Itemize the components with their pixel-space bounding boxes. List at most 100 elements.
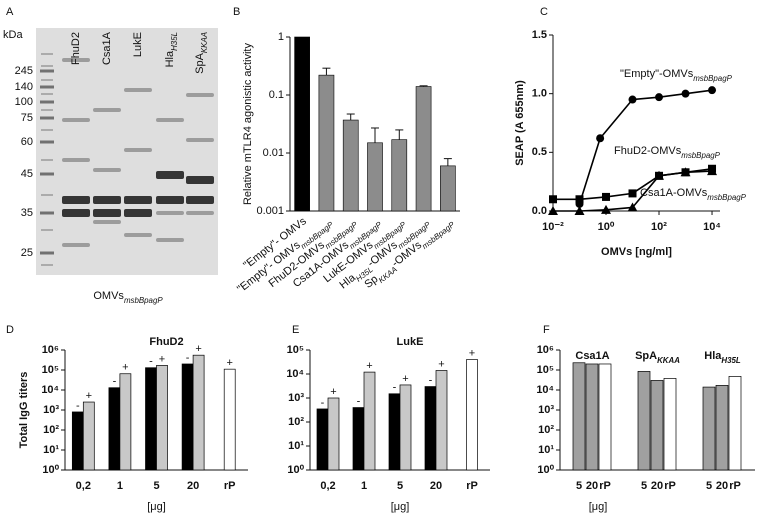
y-tick-label: 10⁴ — [41, 384, 59, 396]
marker-label: 25 — [21, 247, 33, 259]
gel-unit: kDa — [3, 29, 23, 41]
marker — [548, 206, 558, 215]
bar-sign: + — [402, 373, 408, 385]
bar — [663, 378, 677, 471]
bar — [119, 373, 132, 471]
y-tick-label: 10³ — [538, 404, 554, 416]
bar — [572, 362, 586, 471]
bar-sign: + — [438, 358, 444, 370]
marker — [707, 166, 718, 176]
y-tick-label: 10² — [288, 416, 304, 428]
bar — [424, 386, 437, 471]
gel-caption-part: OMVs — [93, 290, 124, 302]
protein-band — [62, 209, 90, 217]
lane-label-part: Hla — [164, 50, 176, 67]
x-tick-label: 5 — [153, 480, 159, 492]
bar — [585, 363, 599, 471]
ladder-band — [41, 129, 53, 131]
lane-label-part: H35L — [170, 32, 179, 51]
x-tick-label: 5 — [397, 480, 403, 492]
y-tick-label: 0.5 — [532, 146, 547, 158]
group-title: SpAKKAA — [635, 350, 680, 365]
protein-band — [156, 211, 184, 215]
y-tick-label: 10² — [43, 424, 59, 436]
protein-band — [93, 196, 121, 204]
bar — [399, 384, 412, 471]
bar-sign: + — [469, 347, 475, 359]
lane-label: HlaH35L — [164, 32, 179, 67]
group-title-part: H35L — [721, 356, 741, 365]
marker — [708, 86, 717, 95]
x-tick-label: 20 — [187, 480, 199, 492]
marker-label: 100 — [15, 96, 33, 108]
protein-band — [124, 88, 152, 92]
x-tick-label: 20 — [651, 480, 663, 492]
bar-sign: + — [159, 353, 165, 365]
x-tick-label: rP — [729, 480, 741, 492]
bar — [440, 165, 456, 212]
bar-sign: + — [122, 362, 128, 374]
y-tick-label: 1 — [278, 31, 284, 43]
marker — [549, 195, 557, 204]
protein-band — [186, 211, 214, 215]
bar-sign: + — [366, 360, 372, 372]
x-axis-label: OMVs [ng/ml] — [601, 246, 672, 258]
protein-band — [93, 168, 121, 172]
y-tick-label: 0.001 — [256, 205, 284, 217]
lane-label: LukE — [132, 32, 144, 57]
marker — [575, 195, 584, 204]
series-label: FhuD2-OMVsmsbBpagP — [614, 145, 721, 160]
y-tick-label: 10⁰ — [537, 464, 554, 476]
ladder-band — [41, 79, 53, 81]
protein-band — [186, 176, 214, 184]
x-tick-label: rP — [599, 480, 611, 492]
bar-sign: + — [330, 386, 336, 398]
marker — [680, 167, 691, 177]
protein-band — [156, 238, 184, 242]
protein-band — [62, 196, 90, 204]
protein-band — [156, 171, 184, 179]
protein-band — [156, 196, 184, 204]
protein-band — [124, 196, 152, 204]
bar-sign: + — [226, 357, 232, 369]
chart-title: LukE — [397, 336, 424, 348]
x-tick-label: rP — [664, 480, 676, 492]
bar — [156, 365, 168, 471]
panel-letter: A — [6, 6, 14, 18]
series-label-part: "Empty"-OMVs — [620, 68, 694, 80]
y-tick-label: 10⁵ — [287, 344, 304, 356]
bar-sign: - — [186, 352, 190, 364]
series-label-part: msbBpagP — [681, 151, 720, 160]
y-tick-label: 10³ — [43, 404, 59, 416]
x-axis-label: [μg] — [589, 501, 608, 513]
marker — [602, 192, 611, 201]
y-tick-label: 10¹ — [288, 440, 304, 452]
y-tick-label: 0.1 — [269, 89, 284, 101]
bar-sign: - — [357, 395, 361, 407]
x-tick-label: 1 — [117, 480, 123, 492]
y-tick-label: 10⁶ — [537, 344, 554, 356]
x-tick-label: 5 — [576, 480, 582, 492]
ladder-band — [40, 100, 54, 104]
y-tick-label: 1.0 — [532, 88, 547, 100]
protein-band — [156, 118, 184, 122]
protein-band — [62, 118, 90, 122]
x-tick-label: rP — [224, 480, 236, 492]
ladder-band — [41, 65, 53, 67]
bar-sign: + — [86, 390, 92, 402]
bar — [108, 387, 121, 471]
y-tick-label: 1.5 — [532, 29, 547, 41]
x-axis-label: [μg] — [147, 501, 166, 513]
ladder-band — [40, 85, 54, 89]
ladder-band — [40, 69, 54, 73]
bar-sign: - — [429, 374, 433, 386]
y-tick-label: 10⁴ — [536, 384, 554, 396]
ladder-band — [40, 251, 54, 255]
bar — [327, 397, 340, 471]
bar — [415, 86, 432, 212]
bar — [637, 371, 651, 471]
lane-label-part: SpA — [194, 52, 206, 73]
protein-band — [62, 58, 90, 62]
